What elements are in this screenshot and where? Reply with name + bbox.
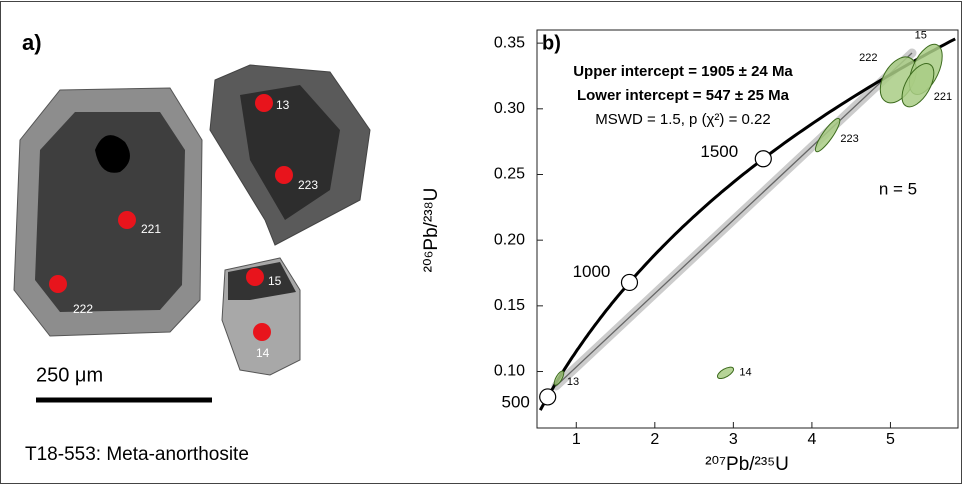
x-axis-label: ²⁰⁷Pb/²³⁵U: [705, 454, 789, 475]
error-ellipse: [814, 117, 841, 153]
spot: [255, 94, 273, 112]
grain-core: [35, 112, 185, 312]
point-label: 14: [739, 367, 751, 379]
panel-label: b): [542, 32, 561, 54]
annotation: Upper intercept = 1905 ± 24 Ma: [573, 63, 793, 80]
error-ellipse: [716, 366, 735, 380]
panel-b: b) Upper intercept = 1905 ± 24 Ma Lower …: [421, 29, 959, 475]
point-label: 13: [567, 376, 579, 388]
spot-label: 13: [276, 98, 290, 112]
grain-core: [240, 85, 340, 220]
concordia: [538, 37, 956, 411]
age-label: 500: [502, 392, 530, 411]
y-tick-label: 0.20: [494, 231, 525, 248]
age-label: 1000: [573, 262, 611, 281]
x-tick-label: 1: [572, 431, 581, 448]
y-axis-label: ²⁰⁶Pb/²³⁸U: [421, 188, 442, 273]
annotation: Lower intercept = 547 ± 25 Ma: [577, 87, 790, 104]
panel-a: a) 13 223 221 222 15 14 250 μm T18-553: …: [13, 30, 371, 465]
spot: [246, 268, 264, 286]
spot: [49, 275, 67, 293]
error-ellipse: [901, 63, 935, 108]
age-marker: [754, 150, 772, 168]
age-label: 1500: [700, 142, 738, 161]
spot: [253, 323, 271, 341]
spot-label: 221: [141, 222, 161, 236]
point-label: 221: [934, 91, 952, 103]
age-marker: [620, 273, 639, 292]
spot-label: 222: [73, 302, 93, 316]
y-tick-label: 0.15: [494, 297, 525, 314]
age-marker: [539, 388, 557, 406]
annotation: MSWD = 1.5, p (χ²) = 0.22: [595, 111, 770, 128]
spot-label: 14: [256, 346, 270, 360]
scale-label: 250 μm: [36, 364, 103, 386]
y-tick-label: 0.25: [494, 166, 525, 183]
point-label: 15: [915, 29, 927, 41]
spot: [275, 166, 293, 184]
discordia: [555, 52, 913, 387]
inclusion: [95, 135, 130, 173]
point-label: 222: [859, 52, 877, 64]
panel-label: a): [22, 30, 42, 55]
annotation: n = 5: [879, 179, 917, 198]
spot-label: 15: [268, 274, 282, 288]
y-tick-label: 0.30: [494, 100, 525, 117]
x-tick-label: 4: [807, 431, 816, 448]
x-tick-label: 5: [886, 431, 895, 448]
x-tick-label: 2: [650, 431, 659, 448]
spot-label: 223: [298, 178, 318, 192]
x-tick-label: 3: [729, 431, 738, 448]
caption: T18-553: Meta-anorthosite: [25, 444, 249, 465]
point-label: 223: [840, 133, 858, 145]
error-ellipse: [553, 370, 565, 386]
y-tick-label: 0.35: [494, 34, 525, 51]
y-tick-label: 0.10: [494, 363, 525, 380]
spot: [118, 211, 136, 229]
